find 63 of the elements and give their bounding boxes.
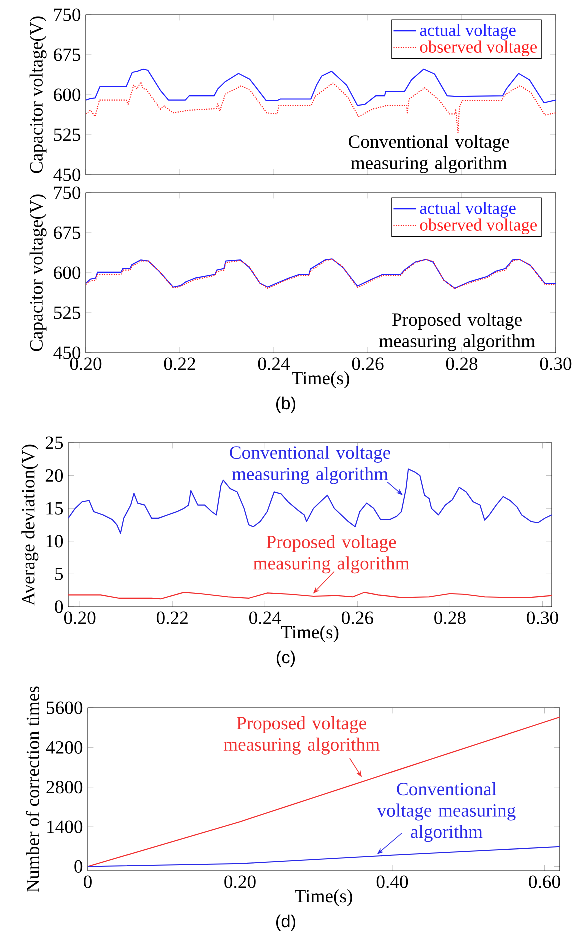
y-tick-label: 5 [56,568,64,580]
line-series [68,468,552,534]
annotation: Conventional voltage measuring algorithm [377,782,516,842]
y-tick-label: 0 [74,860,83,874]
y-tick-label: 1400 [48,820,83,834]
y-tick-label: 600 [54,88,81,102]
line-series [68,592,552,600]
x-tick-label: 0.30 [527,612,558,624]
y-tick-label: 675 [54,48,81,62]
text: (b) [276,396,296,414]
x-tick-label: 0.26 [342,612,374,624]
line-series [86,82,556,134]
x-tick-label: 0.60 [529,876,560,888]
x-tick-label: 0 [84,876,92,888]
y-axis-title: Capacitor voltage(V) [30,16,47,174]
legend-label: actual voltage [420,202,516,218]
legend-label: observed voltage [420,218,538,235]
y-tick-label: 750 [54,8,81,22]
annotation: Proposed voltage measuring algorithm [224,716,380,755]
line-series [88,716,560,868]
y-tick-label: 750 [54,186,81,200]
y-tick-label: 525 [54,128,81,142]
y-axis-title: Average deviation(V) [22,444,39,606]
annotation: Conventional voltage measuring algorithm [230,446,390,484]
y-tick-label: 15 [46,502,64,515]
annotation: Conventional voltage measuring algorithm [349,135,510,174]
legend-label: observed voltage [420,40,538,57]
x-tick-label: 0.28 [446,358,478,370]
y-axis-title: Capacitor voltage(V) [30,194,47,352]
x-tick-label: 0.26 [352,358,384,370]
y-tick-label: 5600 [47,702,83,714]
legend-label: actual voltage [420,24,516,40]
x-axis-title: Time(s) [292,372,350,388]
x-tick-label: 0.20 [70,358,102,370]
y-tick-label: 450 [54,346,81,360]
y-tick-label: 4200 [46,741,83,754]
y-tick-label: 20 [46,469,64,482]
y-tick-label: 25 [46,436,64,450]
line-series [86,68,556,106]
x-tick-label: 0.30 [540,358,572,370]
y-axis-title: Number of correction times [26,686,40,892]
line-series [88,846,560,868]
y-tick-label: 2800 [46,781,83,794]
x-tick-label: 0.24 [250,612,282,624]
y-tick-label: 0 [55,600,64,614]
y-tick-label: 600 [54,266,81,280]
y-tick-label: 675 [54,226,81,240]
x-tick-label: 0.40 [376,876,408,888]
x-axis-title: Time(s) [281,626,339,642]
x-tick-label: 0.28 [434,612,466,624]
annotation: Proposed voltage measuring algorithm [254,535,410,574]
y-tick-label: 450 [54,168,81,182]
x-tick-label: 0.22 [164,358,196,370]
x-tick-label: 0.22 [156,612,188,624]
annotation: Proposed voltage measuring algorithm [379,313,536,352]
y-tick-label: 525 [54,306,81,320]
x-tick-label: 0.20 [224,876,256,888]
text: (c) [276,650,296,668]
text: (d) [276,914,296,932]
x-axis-title: Time(s) [295,890,352,906]
x-tick-label: 0.20 [64,612,96,624]
x-tick-label: 0.24 [258,358,290,370]
y-tick-label: 10 [46,535,64,548]
